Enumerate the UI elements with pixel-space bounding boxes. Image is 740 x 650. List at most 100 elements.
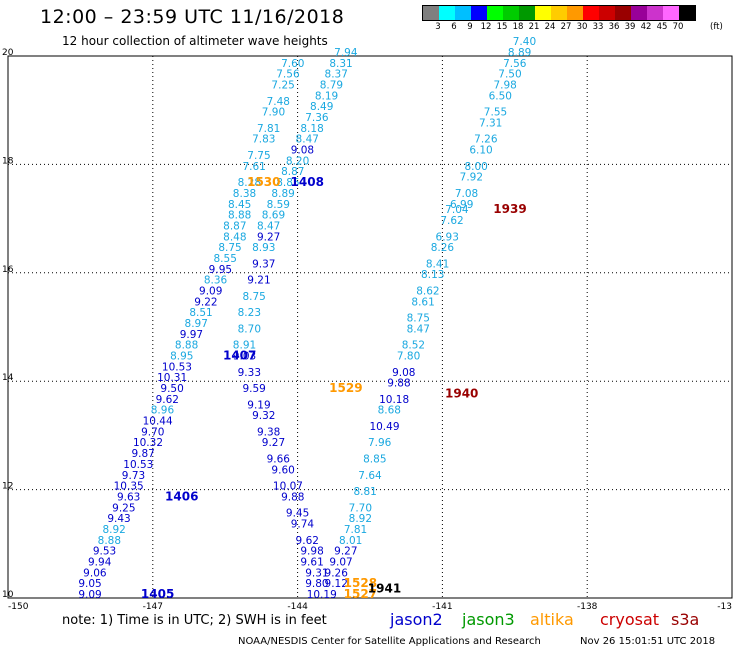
wave-height-label: 9.45 xyxy=(286,508,309,520)
wave-height-label: 8.75 xyxy=(242,291,265,303)
wave-height-label: 9.32 xyxy=(252,410,275,422)
legend-tick-label: 6 xyxy=(451,22,457,32)
wave-height-label: 9.06 xyxy=(83,567,107,579)
wave-height-label: 8.38 xyxy=(233,188,256,200)
wave-height-label: 8.13 xyxy=(421,269,444,281)
legend-swatch xyxy=(599,6,615,20)
wave-height-label: 10.44 xyxy=(143,416,173,428)
x-tick-label: -150 xyxy=(8,602,29,612)
wave-height-label: 8.01 xyxy=(339,535,362,547)
wave-height-label: 8.97 xyxy=(185,318,208,330)
legend-swatch xyxy=(551,6,567,20)
wave-height-label: 10.31 xyxy=(157,372,187,384)
legend-swatch xyxy=(567,6,583,20)
wave-height-label: 7.90 xyxy=(262,107,285,119)
wave-height-label: 7.25 xyxy=(271,80,294,92)
wave-height-label: 8.26 xyxy=(431,242,455,254)
wave-height-label: 8.75 xyxy=(218,242,241,254)
wave-height-label: 9.21 xyxy=(247,275,270,287)
legend-tick-label: 70 xyxy=(672,22,684,32)
legend-swatch xyxy=(663,6,679,20)
wave-height-label: 9.27 xyxy=(257,231,280,243)
wave-height-label: 8.79 xyxy=(320,80,343,92)
wave-height-label: 7.36 xyxy=(305,112,329,124)
x-tick-label: -141 xyxy=(432,602,452,612)
wave-height-label: 7.08 xyxy=(455,188,478,200)
chart-title: 12:00 – 23:59 UTC 11/16/2018 xyxy=(40,6,345,28)
legend-tick-label: 24 xyxy=(544,22,556,32)
legend-jason3: jason3 xyxy=(462,610,515,629)
wave-height-label: 8.95 xyxy=(170,351,193,363)
legend-swatch xyxy=(583,6,599,20)
wave-height-label: 10.32 xyxy=(133,437,163,449)
wave-height-label: 8.87 xyxy=(223,220,246,232)
legend-swatch xyxy=(487,6,503,20)
color-scale-unit: (ft) xyxy=(710,22,723,32)
legend-swatch xyxy=(439,6,455,20)
wave-height-label: 7.70 xyxy=(349,502,372,514)
wave-height-label: 7.56 xyxy=(276,69,300,81)
wave-height-label: 9.19 xyxy=(247,399,270,411)
wave-height-label: 9.31 xyxy=(305,567,328,579)
legend-jason2: jason2 xyxy=(390,610,443,629)
x-tick-label: -147 xyxy=(143,602,163,612)
wave-height-label: 9.63 xyxy=(117,491,140,503)
wave-height-label: 9.22 xyxy=(194,296,217,308)
pass-time-label: 1406 xyxy=(165,489,198,503)
wave-height-label: 9.27 xyxy=(334,546,357,558)
wave-height-label: 8.47 xyxy=(407,323,430,335)
pass-time-label: 1408 xyxy=(291,175,324,189)
pass-time-label: 1939 xyxy=(493,202,526,216)
wave-height-label: 8.88 xyxy=(175,340,198,352)
wave-height-label: 9.66 xyxy=(267,454,291,466)
wave-height-label: 10.35 xyxy=(114,481,144,493)
wave-height-label: 8.41 xyxy=(426,258,449,270)
pass-time-label: 1529 xyxy=(329,381,362,395)
wave-height-label: 9.53 xyxy=(93,546,116,558)
wave-height-label: 9.37 xyxy=(252,258,275,270)
wave-height-label: 8.92 xyxy=(349,513,372,525)
x-tick-label: -144 xyxy=(287,602,308,612)
wave-height-label: 6.93 xyxy=(436,231,459,243)
credit-text: NOAA/NESDIS Center for Satellite Applica… xyxy=(238,636,541,647)
wave-height-label: 8.20 xyxy=(286,155,309,167)
wave-height-label: 7.31 xyxy=(479,117,502,129)
wave-height-label: 9.88 xyxy=(281,491,304,503)
wave-height-label: 9.80 xyxy=(305,578,328,590)
wave-height-label: 6.99 xyxy=(450,199,473,211)
legend-tick-label: 45 xyxy=(656,22,668,32)
legend-swatch xyxy=(503,6,519,20)
wave-height-label: 6.10 xyxy=(469,145,492,157)
pass-time-label: 1528 xyxy=(344,576,377,590)
wave-height-label: 8.68 xyxy=(378,405,401,417)
wave-height-label: 7.81 xyxy=(344,524,367,536)
legend-tick-label: 12 xyxy=(480,22,492,32)
wave-height-label: 9.25 xyxy=(112,502,135,514)
wave-height-label: 8.89 xyxy=(271,188,294,200)
legend-tick-label: 36 xyxy=(608,22,620,32)
legend-tick-label: 9 xyxy=(467,22,473,32)
wave-height-label: 8.48 xyxy=(223,231,246,243)
wave-height-label: 7.64 xyxy=(358,470,382,482)
y-tick-label: 16 xyxy=(2,265,14,275)
wave-height-label: 9.50 xyxy=(160,383,183,395)
legend-swatch xyxy=(615,6,631,20)
legend-cryosat: cryosat xyxy=(600,610,660,629)
wave-height-label: 9.08 xyxy=(291,145,314,157)
y-tick-label: 12 xyxy=(2,482,13,492)
wave-height-label: 7.81 xyxy=(257,123,280,135)
legend-tick-label: 30 xyxy=(576,22,588,32)
wave-height-label: 8.93 xyxy=(252,242,275,254)
wave-height-label: 8.00 xyxy=(464,161,487,173)
wave-height-label: 7.62 xyxy=(440,215,463,227)
wave-height-label: 7.60 xyxy=(281,58,304,70)
wave-height-label: 10.53 xyxy=(123,459,153,471)
wave-height-label: 8.96 xyxy=(151,405,175,417)
wave-height-label: 7.26 xyxy=(474,134,498,146)
x-tick-label: -138 xyxy=(577,602,598,612)
wave-height-label: 8.23 xyxy=(238,307,261,319)
wave-height-label: 8.85 xyxy=(363,454,386,466)
x-tick-label: -13 xyxy=(717,602,732,612)
wave-height-label: 8.87 xyxy=(281,166,304,178)
wave-height-label: 6.50 xyxy=(489,90,512,102)
